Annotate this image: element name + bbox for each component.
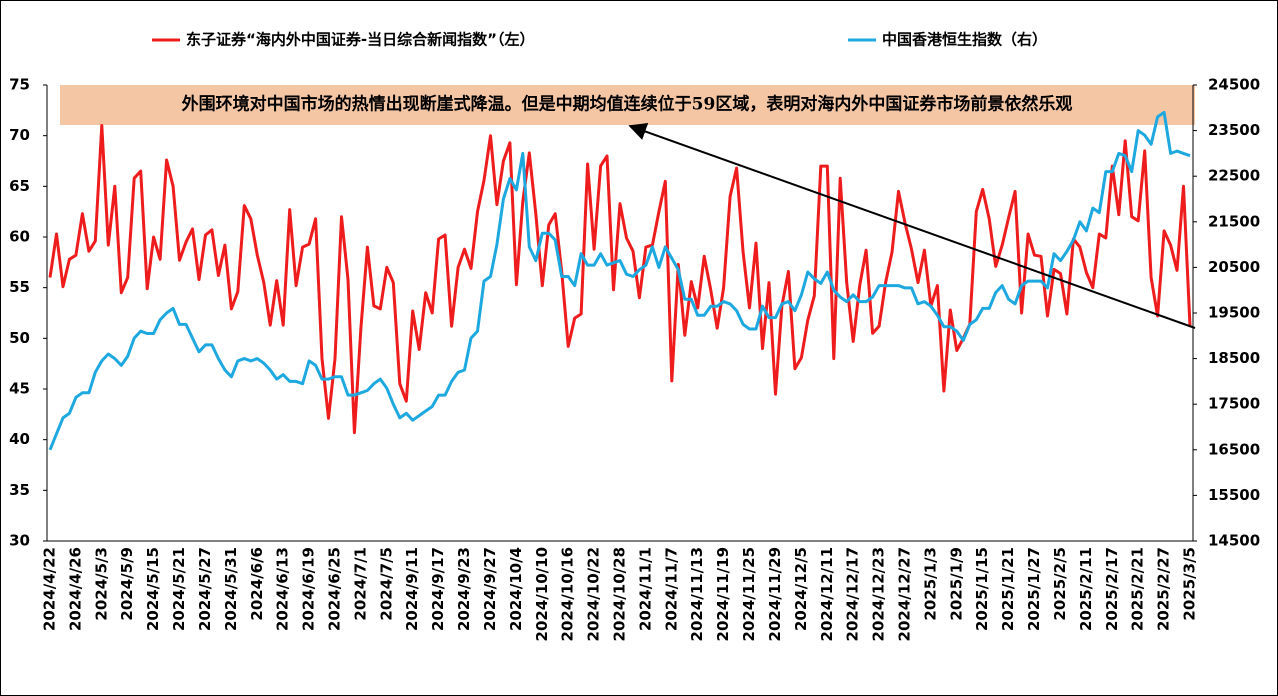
y2-tick-label: 17500 <box>1208 395 1260 413</box>
y-tick-label: 70 <box>9 126 30 144</box>
x-tick-label: 2024/11/7 <box>662 547 680 631</box>
x-tick-label: 2024/11/13 <box>688 547 706 641</box>
x-tick-label: 2024/10/28 <box>611 547 629 641</box>
series-line <box>48 110 1191 451</box>
x-tick-label: 2024/11/25 <box>740 547 758 641</box>
x-tick-label: 2025/2/17 <box>1103 547 1121 631</box>
y2-tick-label: 15500 <box>1208 486 1260 504</box>
x-tick-label: 2024/5/21 <box>170 547 188 631</box>
x-tick-label: 2024/12/27 <box>896 547 914 641</box>
x-tick-label: 2025/2/11 <box>1077 547 1095 631</box>
x-tick-label: 2024/10/22 <box>585 547 603 641</box>
x-tick-label: 2025/1/15 <box>973 547 991 631</box>
y-tick-label: 35 <box>9 481 30 499</box>
x-tick-label: 2024/6/6 <box>248 547 266 621</box>
x-tick-label: 2024/4/22 <box>41 547 59 631</box>
y2-tick-label: 22500 <box>1208 167 1260 185</box>
x-tick-label: 2024/5/3 <box>92 547 110 621</box>
legend-label: 中国香港恒生指数（右） <box>882 31 1047 49</box>
x-tick-label: 2024/9/11 <box>403 547 421 631</box>
x-tick-label: 2024/9/23 <box>455 547 473 631</box>
x-tick-label: 2024/5/9 <box>118 547 136 621</box>
x-tick-label: 2024/10/4 <box>507 547 525 631</box>
x-tick-label: 2024/12/11 <box>818 547 836 641</box>
y-tick-label: 45 <box>9 380 30 398</box>
x-tick-label: 2024/5/31 <box>222 547 240 631</box>
y2-tick-label: 18500 <box>1208 349 1260 367</box>
x-tick-label: 2025/1/21 <box>999 547 1017 631</box>
y-tick-label: 40 <box>9 430 30 448</box>
y2-tick-label: 19500 <box>1208 304 1260 322</box>
x-tick-label: 2024/5/15 <box>144 547 162 631</box>
y-tick-label: 75 <box>9 76 30 94</box>
x-tick-label: 2024/12/23 <box>870 547 888 641</box>
y-tick-label: 60 <box>9 228 30 246</box>
x-tick-label: 2024/6/13 <box>274 547 292 631</box>
legend-label: 东子证券“海内外中国证券-当日综合新闻指数”（左） <box>186 31 534 49</box>
series-line <box>48 124 1192 435</box>
arrow <box>628 122 1196 329</box>
annotation-box <box>60 85 1195 125</box>
x-tick-label: 2024/10/16 <box>559 547 577 641</box>
y-tick-label: 65 <box>9 177 30 195</box>
x-tick-label: 2025/1/27 <box>1025 547 1043 631</box>
x-tick-label: 2025/2/27 <box>1155 547 1173 631</box>
x-tick-label: 2025/1/9 <box>947 547 965 621</box>
y-tick-label: 30 <box>9 532 30 550</box>
y2-tick-label: 21500 <box>1208 212 1260 230</box>
x-tick-label: 2024/7/5 <box>377 547 395 621</box>
y2-tick-label: 16500 <box>1208 440 1260 458</box>
x-tick-label: 2024/7/1 <box>351 547 369 621</box>
x-tick-label: 2025/2/5 <box>1051 547 1069 621</box>
annotation: 外围环境对中国市场的热情出现断崖式降温。但是中期均值连续位于59区域，表明对海内… <box>182 94 1073 115</box>
x-tick-label: 2024/12/17 <box>844 547 862 641</box>
y2-tick-label: 20500 <box>1208 258 1260 276</box>
x-tick-label: 2025/1/3 <box>921 547 939 621</box>
x-tick-label: 2024/10/10 <box>533 547 551 641</box>
x-tick-label: 2024/12/5 <box>792 547 810 631</box>
x-tick-label: 2024/6/19 <box>300 547 318 631</box>
y-tick-label: 50 <box>9 329 30 347</box>
y-tick-label: 55 <box>9 278 30 296</box>
x-tick-label: 2025/3/5 <box>1181 547 1199 621</box>
x-tick-label: 2024/9/17 <box>429 547 447 631</box>
x-tick-label: 2024/11/1 <box>636 547 654 631</box>
x-tick-label: 2024/11/19 <box>714 547 732 641</box>
x-tick-label: 2024/9/27 <box>481 547 499 631</box>
x-tick-label: 2024/4/26 <box>66 547 84 631</box>
x-tick-label: 2024/5/27 <box>196 547 214 631</box>
y2-tick-label: 23500 <box>1208 121 1260 139</box>
x-tick-label: 2024/11/29 <box>766 547 784 641</box>
x-tick-label: 2025/2/21 <box>1129 547 1147 631</box>
x-tick-label: 2024/6/25 <box>326 547 344 631</box>
y2-tick-label: 14500 <box>1208 532 1260 550</box>
y2-tick-label: 24500 <box>1208 76 1260 94</box>
